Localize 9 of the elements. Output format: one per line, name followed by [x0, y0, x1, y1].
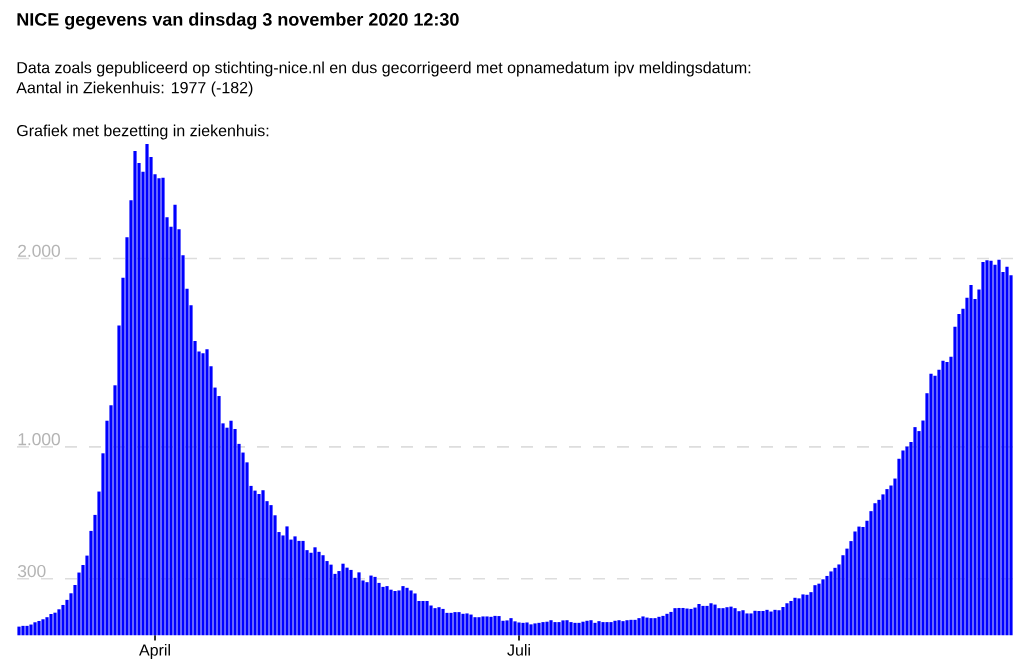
x-tick-label: April: [139, 644, 170, 659]
chart-subtitle: Data zoals gepubliceerd op stichting-nice.nl en dus gecorrigeerd met opnamedatum ipv meldingsdatum:: [17, 61, 751, 77]
text: Grafiek met bezetting in ziekenhuis:: [17, 124, 269, 140]
chart-title: NICE gegevens van dinsdag 3 november 2020 12:30: [17, 12, 459, 30]
y-tick-label: 1.000: [18, 433, 60, 446]
text: Aantal in Ziekenhuis: 1977 (-182): [16, 81, 253, 97]
y-tick-label: 300: [17, 564, 46, 578]
y-tick-label: 2.000: [18, 244, 60, 257]
x-tick-label: Juli: [507, 644, 530, 656]
